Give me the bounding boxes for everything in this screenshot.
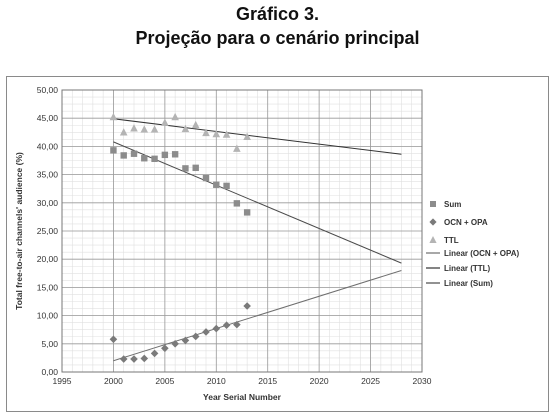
y-tick-label: 35,00 <box>37 170 59 180</box>
data-point <box>223 182 230 190</box>
data-points <box>109 112 251 363</box>
data-point <box>130 355 138 363</box>
data-point <box>213 181 220 188</box>
legend-label: Sum <box>444 200 461 209</box>
data-point <box>119 355 128 363</box>
y-tick-label: 30,00 <box>37 198 59 208</box>
x-tick-label: 2015 <box>258 376 277 386</box>
y-tick-label: 15,00 <box>37 282 59 292</box>
y-tick-label: 5,00 <box>41 339 58 349</box>
x-axis-label: Year Serial Number <box>203 392 282 402</box>
data-point <box>212 129 221 138</box>
y-axis-label: Total free-to-air channels' audience (%) <box>14 152 24 310</box>
data-point <box>161 151 169 159</box>
data-point <box>222 130 231 138</box>
trendline <box>113 118 402 155</box>
legend: Sum OCN + OPA TTL Linear (OCN + OPA) Linear … <box>426 200 520 288</box>
data-point <box>243 209 251 216</box>
legend-label: Linear (TTL) <box>444 264 491 273</box>
data-point <box>140 354 149 363</box>
x-tick-label: 2005 <box>155 376 174 386</box>
data-point <box>233 320 241 329</box>
legend-marker <box>429 236 437 243</box>
data-point <box>130 124 138 132</box>
legend-marker <box>429 218 437 226</box>
legend-label: Linear (OCN + OPA) <box>444 249 520 258</box>
data-point <box>140 125 149 133</box>
data-point <box>119 128 128 136</box>
data-point <box>192 164 199 172</box>
data-point <box>161 344 169 353</box>
y-tick-label: 10,00 <box>37 311 59 321</box>
data-point <box>161 118 169 126</box>
y-tick-label: 25,00 <box>37 226 59 236</box>
data-point <box>109 112 118 121</box>
y-tick-label: 0,00 <box>41 367 58 377</box>
data-point <box>181 336 190 345</box>
legend-label: TTL <box>444 236 459 245</box>
data-point <box>130 150 138 157</box>
data-point <box>171 340 179 348</box>
x-tick-label: 2020 <box>310 376 329 386</box>
y-tick-label: 45,00 <box>37 113 59 123</box>
data-point <box>109 335 118 344</box>
y-tick-label: 40,00 <box>37 141 59 151</box>
data-point <box>202 174 210 182</box>
data-point <box>150 349 159 358</box>
plot-border <box>61 89 423 373</box>
data-point <box>150 125 159 133</box>
chart-frame <box>6 76 549 412</box>
data-point <box>151 155 158 163</box>
data-point <box>202 328 210 336</box>
legend-label: OCN + OPA <box>444 218 488 227</box>
x-tick-label: 2025 <box>361 376 380 386</box>
trendline <box>113 141 402 264</box>
trendlines <box>113 118 402 362</box>
trendline <box>113 270 402 362</box>
data-point <box>171 151 179 158</box>
data-point <box>243 132 251 141</box>
data-point <box>222 321 231 329</box>
chart-title: Projeção para o cenário principal <box>135 28 420 48</box>
x-tick-label: 2030 <box>413 376 432 386</box>
major-gridlines <box>61 89 423 373</box>
data-point <box>191 332 200 341</box>
y-tick-label: 50,00 <box>37 85 59 95</box>
data-point <box>243 302 251 310</box>
data-point <box>171 112 179 121</box>
x-tick-label: 2000 <box>104 376 123 386</box>
data-point <box>181 124 190 133</box>
data-point <box>182 165 189 172</box>
data-point <box>233 200 241 207</box>
x-tick-label: 2010 <box>207 376 226 386</box>
y-tick-label: 20,00 <box>37 254 59 264</box>
x-tick-label: 1995 <box>53 376 72 386</box>
data-point <box>110 147 117 154</box>
legend-marker <box>430 201 436 207</box>
data-point <box>191 120 200 129</box>
data-point <box>202 128 210 137</box>
data-point <box>120 152 127 159</box>
chart-title-number: Gráfico 3. <box>235 4 320 24</box>
data-point <box>141 155 148 162</box>
tick-labels: 1995 2000 2005 2010 2015 2020 2025 2030 0,00 5,00… <box>37 85 432 386</box>
legend-label: Linear (Sum) <box>444 279 493 288</box>
data-point <box>212 324 221 333</box>
data-point <box>233 144 241 152</box>
